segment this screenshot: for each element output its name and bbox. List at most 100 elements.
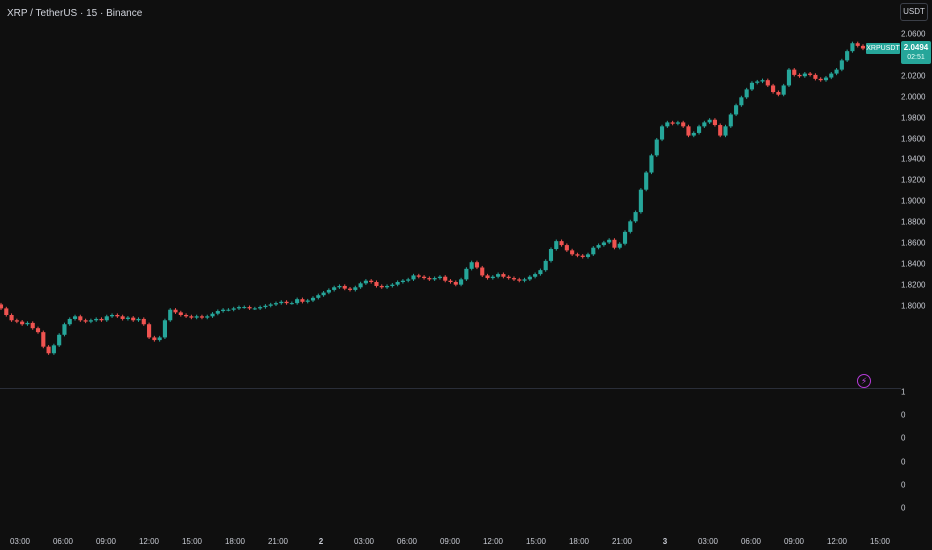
candle-body xyxy=(570,250,575,255)
candle-body xyxy=(728,114,733,127)
candle-body xyxy=(342,285,347,289)
candle-body xyxy=(511,278,517,280)
candle-body xyxy=(506,276,511,279)
candle-body xyxy=(517,279,522,281)
candle-body xyxy=(390,284,395,286)
candle-body xyxy=(279,301,284,304)
candle-body xyxy=(173,309,178,313)
candle-body xyxy=(67,318,72,325)
candle-body xyxy=(781,85,786,95)
indicator-axis-label: 0 xyxy=(901,480,906,490)
candle-body xyxy=(554,241,559,250)
candle-body xyxy=(141,318,146,325)
candle-body xyxy=(818,78,823,81)
candle-body xyxy=(564,245,569,251)
pane-divider[interactable] xyxy=(0,388,901,389)
candle-body xyxy=(691,132,696,136)
time-axis-label: 12:00 xyxy=(826,537,848,546)
candle-body xyxy=(99,318,104,321)
candle-body xyxy=(289,303,294,305)
candle-body xyxy=(802,73,807,77)
candle-body xyxy=(4,308,9,315)
candle-body xyxy=(749,82,755,90)
candle-body xyxy=(453,282,458,285)
candle-body xyxy=(263,305,268,308)
candle-body xyxy=(734,105,739,115)
candle-body xyxy=(654,139,659,156)
candle-body xyxy=(607,239,612,243)
time-axis-label: 06:00 xyxy=(52,537,74,546)
candle-body xyxy=(395,282,400,285)
candle-body xyxy=(221,309,226,312)
candle-body xyxy=(88,320,93,322)
candle-body xyxy=(681,122,686,127)
candle-body xyxy=(443,276,448,281)
candle-body xyxy=(295,299,300,304)
candle-body xyxy=(628,221,633,232)
indicator-axis-label: 0 xyxy=(901,433,906,443)
candle-body xyxy=(120,316,125,319)
candle-body xyxy=(400,280,405,283)
candle-body xyxy=(485,275,490,279)
candle-body xyxy=(379,285,384,288)
candle-body xyxy=(310,297,316,301)
candle-body xyxy=(490,276,495,279)
candle-body xyxy=(14,320,19,322)
candle-body xyxy=(448,280,453,283)
candle-body xyxy=(860,45,866,49)
candle-body xyxy=(823,77,829,81)
candle-body xyxy=(622,231,628,244)
candle-body xyxy=(300,299,305,302)
candle-body xyxy=(131,317,136,321)
time-axis-label: 09:00 xyxy=(95,537,117,546)
candle-body xyxy=(649,155,654,173)
candle-body xyxy=(839,60,844,70)
time-axis-label: 15:00 xyxy=(869,537,891,546)
candle-body xyxy=(760,80,765,82)
price-axis-label: 1.9800 xyxy=(901,113,926,123)
time-axis-label: 2 xyxy=(318,537,324,546)
candle-body xyxy=(744,89,749,98)
candle-body xyxy=(575,254,580,256)
price-axis-label: 1.8000 xyxy=(901,301,926,311)
candle-body xyxy=(316,295,321,298)
candle-body xyxy=(147,324,152,338)
candle-body xyxy=(522,279,527,281)
candle-body xyxy=(548,249,554,261)
candle-body xyxy=(686,126,691,136)
candle-body xyxy=(644,172,649,190)
candle-body xyxy=(247,307,252,309)
candle-body xyxy=(226,309,231,311)
price-axis-label: 1.9600 xyxy=(901,134,926,143)
price-axis-label: 2.0600 xyxy=(901,29,926,39)
candle-body xyxy=(20,321,25,325)
currency-button[interactable]: USDT xyxy=(900,3,928,21)
candle-body xyxy=(538,270,543,275)
candle-body xyxy=(829,73,834,78)
candle-body xyxy=(771,85,776,93)
candle-body xyxy=(78,316,83,321)
candle-body xyxy=(9,314,14,321)
candle-body xyxy=(136,318,141,321)
time-axis-label: 09:00 xyxy=(783,537,805,546)
price-axis-label: 1.8200 xyxy=(901,280,926,290)
candle-body xyxy=(813,74,818,79)
lightning-bolt-icon[interactable]: ⚡ xyxy=(857,374,871,388)
candle-body xyxy=(850,43,855,52)
candle-body xyxy=(422,276,427,279)
candle-body xyxy=(321,292,326,296)
time-axis-label: 18:00 xyxy=(568,537,590,546)
candle-body xyxy=(358,283,363,288)
candle-body xyxy=(168,309,173,321)
price-axis-label: 1.8800 xyxy=(901,217,926,227)
candle-body xyxy=(480,267,485,276)
time-axis-label: 12:00 xyxy=(482,537,504,546)
candle-body xyxy=(432,278,437,280)
candle-body xyxy=(205,316,210,318)
candle-body xyxy=(585,254,591,257)
candle-body xyxy=(792,69,797,75)
candle-body xyxy=(162,320,168,338)
symbol-title[interactable]: XRP / TetherUS · 15 · Binance xyxy=(7,8,143,19)
candle-body xyxy=(437,276,442,279)
